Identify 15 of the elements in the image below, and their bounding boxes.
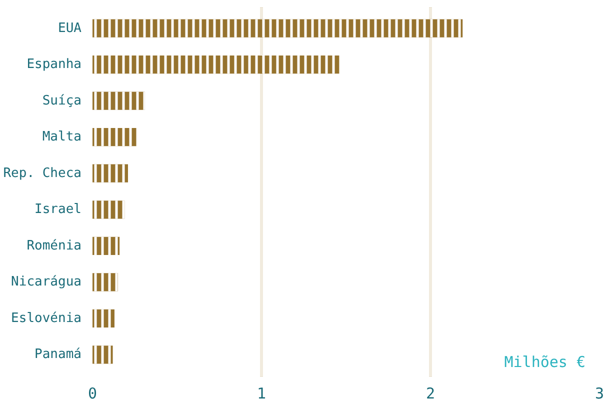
y-tick-label: Espanha bbox=[26, 57, 82, 72]
y-tick-label: Eslovénia bbox=[11, 310, 82, 326]
y-tick-label: Rep. Checa bbox=[3, 166, 82, 181]
x-axis-title: Milhões € bbox=[504, 353, 586, 372]
y-tick-label: Roménia bbox=[26, 238, 82, 254]
y-tick-label: Panamá bbox=[34, 347, 82, 362]
x-tick-label: 0 bbox=[88, 384, 98, 401]
y-tick-label: Israel bbox=[34, 202, 82, 218]
y-tick-label: EUA bbox=[58, 20, 82, 36]
y-tick-label: Nicarágua bbox=[11, 274, 82, 290]
y-tick-label: Suíça bbox=[42, 93, 82, 108]
y-tick-label: Malta bbox=[42, 130, 82, 145]
x-tick-label: 2 bbox=[426, 384, 436, 401]
x-tick-label: 1 bbox=[256, 384, 266, 401]
x-tick-label: 3 bbox=[594, 384, 604, 401]
